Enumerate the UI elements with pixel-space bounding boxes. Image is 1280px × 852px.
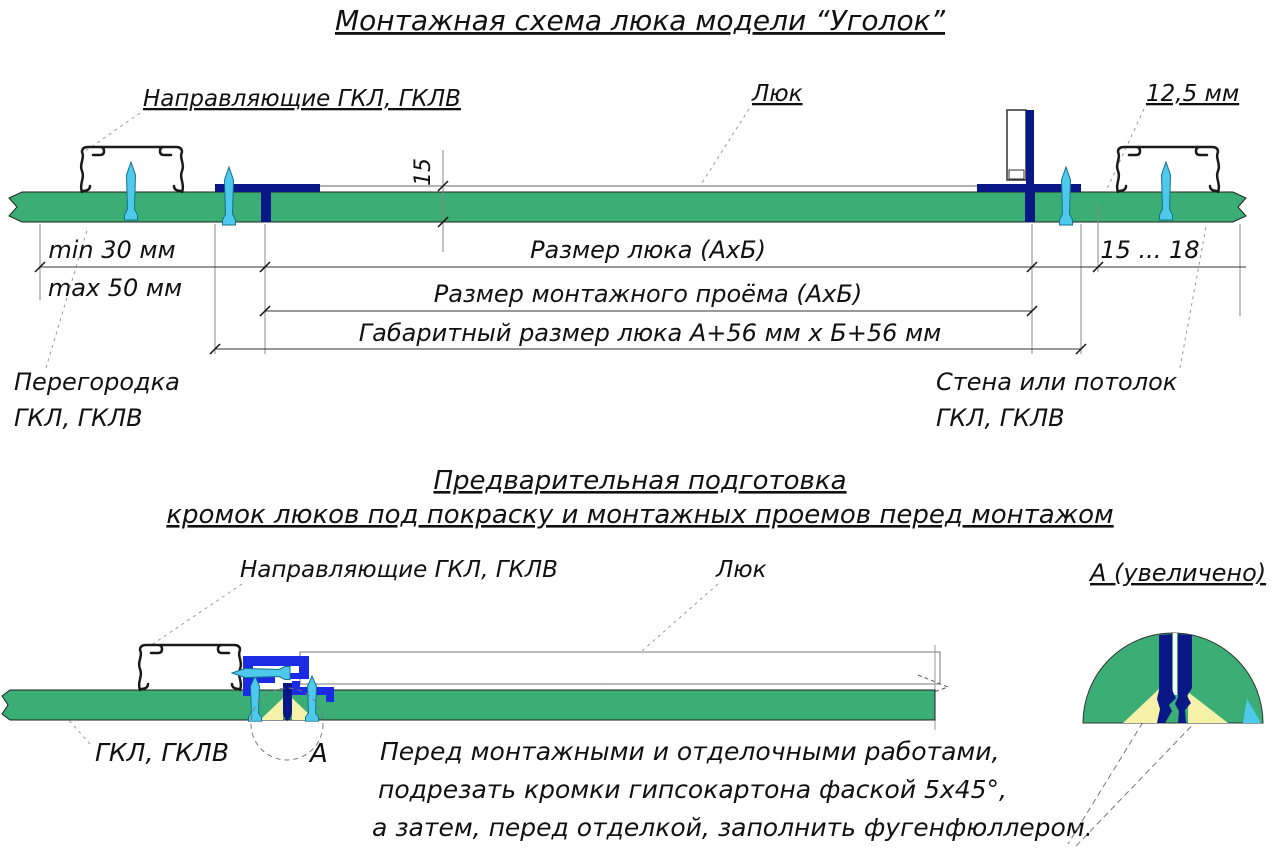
label-hatch1: Люк: [751, 81, 803, 107]
label-sheet-thickness: 12,5 мм: [1146, 81, 1239, 107]
dim-row2-ticks: [259, 305, 1038, 317]
section2-title-line1: Предварительная подготовка: [433, 466, 846, 496]
label-hatch2: Люк: [715, 557, 767, 583]
leader-filler-left: [1067, 713, 1149, 845]
label-wall-2: ГКЛ, ГКЛВ: [936, 404, 1065, 432]
label-guides2: Направляющие ГКЛ, ГКЛВ: [240, 557, 558, 583]
section2-edge-preparation: Предварительная подготовка кромок люков …: [1, 466, 1266, 847]
dim-text-overall-size: Габаритный размер люка А+56 мм х Б+56 мм: [359, 319, 941, 347]
detail-profile-gap: [1173, 633, 1177, 695]
frame-upright-left: [261, 184, 271, 222]
dim-tick: [437, 180, 449, 192]
detail-filler-right: [1188, 692, 1228, 723]
detail-a-enlarged: [1067, 632, 1264, 847]
frame-through-web: [283, 683, 292, 721]
dim-text-15: 15: [411, 158, 436, 186]
leader-guides2: [149, 583, 243, 647]
frame-side-right: [1026, 110, 1034, 192]
dim-text-hatch-size: Размер люка (АхБ): [530, 236, 766, 264]
dim-text-max: max 50 мм: [48, 274, 182, 302]
leader-filler-right: [1075, 711, 1206, 847]
dim-row1-ticks: [34, 261, 1104, 273]
extension-lines: [39, 204, 1241, 354]
dim-text-min: min 30 мм: [48, 236, 175, 264]
label-board2: ГКЛ, ГКЛВ: [95, 738, 229, 767]
leader-wall: [1179, 226, 1207, 369]
frame-upright-right: [1025, 184, 1035, 222]
leader-board2: [57, 707, 91, 745]
section1-title: Монтажная схема люка модели “Уголок”: [335, 4, 945, 37]
label-detail-view: А (увеличено): [1088, 559, 1266, 587]
dim-tick: [437, 216, 449, 228]
note-line2: подрезать кромки гипсокартона фаской 5х4…: [378, 775, 1007, 804]
label-wall-1: Стена или потолок: [936, 368, 1178, 396]
dim-text-side-gap: 15 ... 18: [1100, 236, 1199, 264]
label-partition-2: ГКЛ, ГКЛВ: [14, 404, 143, 432]
door-leaf-bracket: [1008, 169, 1025, 180]
detail-marker: А: [308, 739, 328, 769]
detail-profile-right: [1175, 634, 1192, 723]
label-partition-1: Перегородка: [14, 368, 180, 396]
note-line1: Перед монтажными и отделочными работами,: [380, 737, 999, 766]
detail-screw-tip: [1243, 699, 1261, 723]
note-line3: а затем, перед отделкой, заполнить фуген…: [372, 813, 1093, 842]
detail-circle: [250, 687, 324, 761]
door-leaf-panel: [299, 651, 941, 685]
section2-title-line2: кромок люков под покраску и монтажных пр…: [166, 500, 1113, 530]
label-guides1: Направляющие ГКЛ, ГКЛВ: [143, 86, 461, 112]
leader-guides1: [83, 112, 141, 153]
dim-text-opening-size: Размер монтажного проёма (АхБ): [434, 280, 862, 308]
detail-filler-left: [1123, 688, 1160, 723]
chamfer-filler-left: [260, 698, 283, 720]
dim-row3-ticks: [209, 343, 1087, 355]
section1-installation-scheme: Монтажная схема люка модели “Уголок” Нап…: [8, 4, 1247, 432]
leader-hatch1: [699, 108, 750, 187]
drywall-board-section1: [8, 191, 1247, 223]
detail-profile-left: [1157, 634, 1176, 723]
drywall-board-section2: [1, 689, 936, 721]
